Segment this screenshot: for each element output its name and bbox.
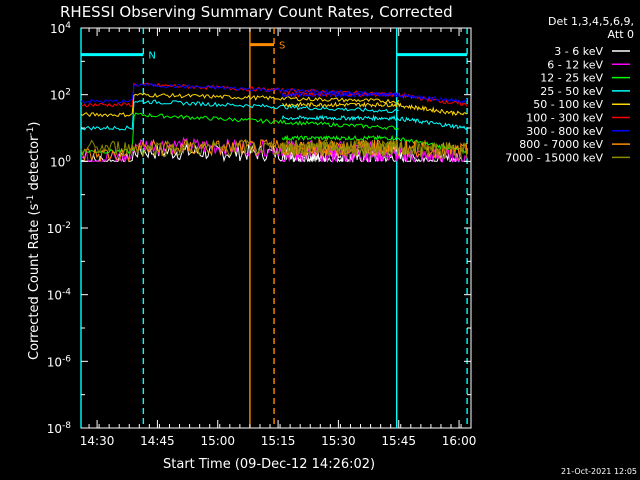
y-tick-label: 10-4 [47, 288, 72, 303]
x-tick-label: 15:30 [321, 434, 356, 448]
legend-header: Att 0 [608, 28, 634, 41]
x-tick-label: 15:00 [200, 434, 235, 448]
legend-label: 100 - 300 keV [526, 112, 603, 125]
y-tick-label: 10-6 [47, 354, 72, 369]
legend-label: 6 - 12 keV [547, 58, 603, 71]
x-tick-label: 14:45 [140, 434, 175, 448]
y-tick-label: 10-8 [47, 421, 72, 436]
plot-border [80, 27, 472, 429]
series-trace [281, 114, 468, 131]
legend-label: 300 - 800 keV [526, 125, 603, 138]
y-tick-label: 100 [50, 154, 71, 169]
legend-label: 25 - 50 keV [540, 85, 603, 98]
series-trace [282, 101, 468, 117]
x-tick-label: 16:00 [442, 434, 477, 448]
x-tick-label: 15:45 [381, 434, 416, 448]
series-trace [80, 99, 399, 131]
y-tick-label: 10-2 [47, 221, 71, 236]
series-trace [80, 112, 400, 154]
legend-label: 50 - 100 keV [533, 98, 603, 111]
plot-frame [80, 27, 472, 429]
legend-label: 12 - 25 keV [540, 72, 603, 85]
legend-label: 3 - 6 keV [554, 45, 603, 58]
flag-label: S [279, 41, 285, 52]
x-tick-label: 15:15 [261, 434, 296, 448]
x-axis-ticks: 14:30 14:45 15:00 15:15 15:30 15:45 16:00 [80, 28, 477, 448]
series-7000-15000-kev [80, 137, 468, 160]
x-tick-label: 14:30 [80, 434, 115, 448]
time-markers [80, 28, 468, 428]
series-trace [281, 91, 468, 104]
flag-label: N [148, 51, 155, 62]
legend-header: Det 1,3,4,5,6,9, [548, 15, 634, 28]
footer-timestamp: 21-Oct-2021 12:05 [561, 467, 637, 476]
chart-title: RHESSI Observing Summary Count Rates, Co… [60, 3, 453, 21]
series-50-100-kev [80, 92, 468, 118]
series-trace [281, 137, 468, 160]
y-tick-label: 104 [50, 21, 71, 36]
series-300-800-kev [80, 82, 468, 104]
y-axis-ticks: 104 102 100 10-2 10-4 10-6 10-8 [47, 21, 471, 436]
x-axis-label: Start Time (09-Dec-12 14:26:02) [163, 457, 375, 472]
series-trace [80, 82, 400, 104]
y-axis-label: Corrected Count Rate (s-1 detector-1) [26, 122, 42, 360]
series-trace [80, 139, 400, 158]
y-tick-label: 102 [50, 88, 71, 103]
series-25-50-kev [80, 99, 468, 131]
legend-label: 800 - 7000 keV [519, 138, 603, 151]
flag-bars: NS [81, 41, 468, 62]
series-trace [80, 92, 400, 118]
series-lines [80, 82, 468, 164]
series-trace [281, 148, 468, 163]
legend-label: 7000 - 15000 keV [505, 151, 603, 164]
